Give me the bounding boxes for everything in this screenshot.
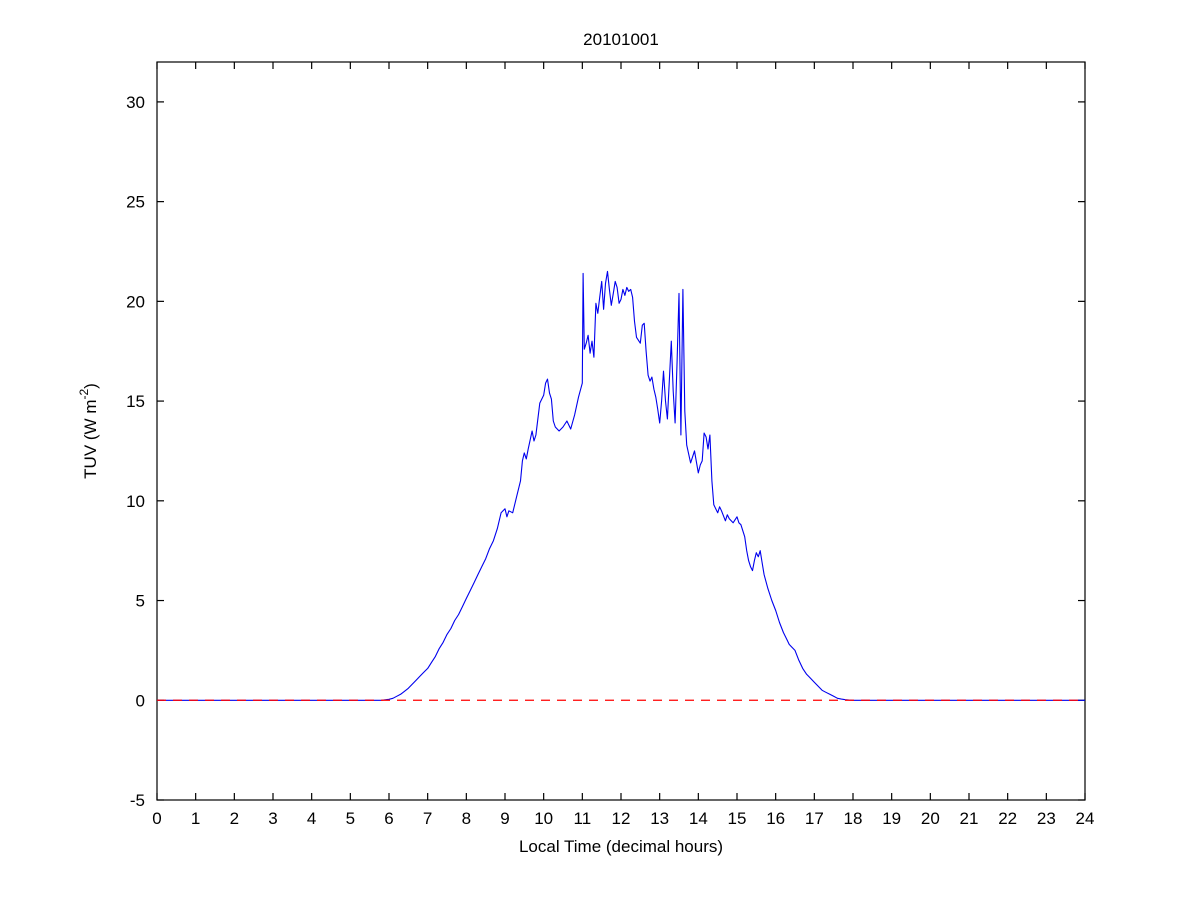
x-tick-label: 1 [191, 809, 200, 828]
x-tick-label: 10 [534, 809, 553, 828]
x-tick-label: 21 [960, 809, 979, 828]
x-tick-label: 6 [384, 809, 393, 828]
x-tick-label: 20 [921, 809, 940, 828]
x-tick-label: 12 [612, 809, 631, 828]
y-tick-label: 20 [126, 292, 145, 311]
x-tick-label: 18 [844, 809, 863, 828]
y-tick-label: 5 [136, 592, 145, 611]
x-tick-label: 15 [728, 809, 747, 828]
y-axis-label: TUV (W m-2) [77, 383, 100, 479]
x-tick-label: 3 [268, 809, 277, 828]
x-tick-label: 8 [462, 809, 471, 828]
x-tick-label: 19 [882, 809, 901, 828]
x-axis-label: Local Time (decimal hours) [519, 837, 723, 856]
x-tick-label: 9 [500, 809, 509, 828]
tuv-series-line [157, 270, 1085, 701]
x-tick-label: 11 [574, 809, 592, 828]
x-tick-label: 2 [230, 809, 239, 828]
y-tick-label: 10 [126, 492, 145, 511]
y-tick-label: 0 [136, 691, 145, 710]
x-tick-label: 7 [423, 809, 432, 828]
x-tick-label: 14 [689, 809, 708, 828]
x-tick-label: 22 [998, 809, 1017, 828]
y-tick-label: 15 [126, 392, 145, 411]
x-tick-label: 0 [152, 809, 161, 828]
y-tick-label: 25 [126, 193, 145, 212]
axes-box [156, 61, 1086, 801]
y-tick-label: 30 [126, 93, 145, 112]
chart-title: 20101001 [583, 30, 659, 49]
x-tick-label: 16 [766, 809, 785, 828]
x-tick-label: 24 [1076, 809, 1095, 828]
x-tick-label: 13 [650, 809, 669, 828]
x-tick-label: 23 [1037, 809, 1056, 828]
x-tick-label: 17 [805, 809, 824, 828]
x-tick-label: 5 [346, 809, 355, 828]
y-tick-label: -5 [130, 791, 145, 810]
x-tick-label: 4 [307, 809, 316, 828]
